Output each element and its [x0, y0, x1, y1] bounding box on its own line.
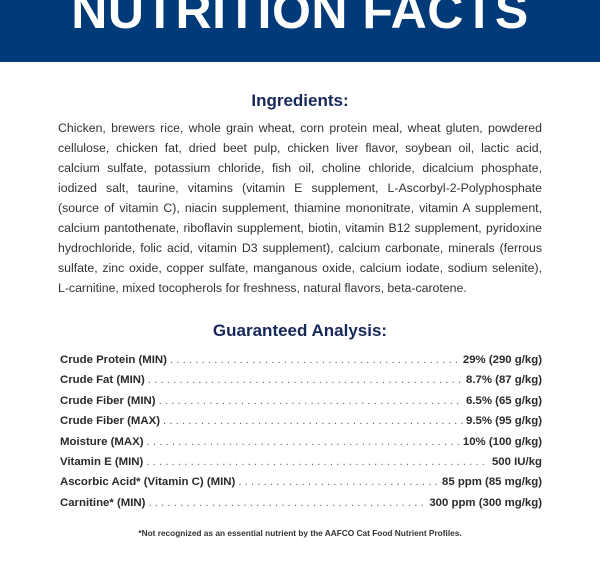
nutrient-label: Moisture (MAX) [60, 435, 144, 448]
nutrient-label: Crude Fiber (MIN) [60, 394, 156, 407]
dot-leader [147, 432, 460, 452]
nutrient-value: 300 ppm (300 mg/kg) [429, 496, 542, 509]
nutrient-label: Carnitine* (MIN) [60, 496, 146, 509]
title-banner: NUTRITION FACTS [0, 0, 600, 62]
analysis-table: Crude Protein (MIN) 29% (290 g/kg) Crude … [60, 350, 542, 513]
nutrient-value: 10% (100 g/kg) [462, 435, 542, 448]
analysis-row: Crude Fiber (MAX) 9.5% (95 g/kg) [60, 411, 542, 431]
dot-leader [148, 493, 426, 513]
analysis-row: Moisture (MAX) 10% (100 g/kg) [60, 432, 542, 452]
analysis-row: Crude Fat (MIN) 8.7% (87 g/kg) [60, 370, 542, 390]
nutrient-label: Crude Fat (MIN) [60, 374, 145, 387]
ingredients-text: Chicken, brewers rice, whole grain wheat… [58, 121, 542, 295]
analysis-row: Crude Fiber (MIN) 6.5% (65 g/kg) [60, 391, 542, 411]
dot-leader [148, 370, 463, 390]
nutrient-label: Crude Protein (MIN) [60, 354, 167, 366]
dot-leader [163, 411, 463, 431]
nutrient-value: 85 ppm (85 mg/kg) [441, 476, 542, 489]
analysis-row: Vitamin E (MIN) 500 IU/kg [60, 452, 542, 472]
nutrient-value: 6.5% (65 g/kg) [466, 394, 542, 407]
nutrient-value: 29% (290 g/kg) [462, 354, 542, 366]
nutrient-label: Vitamin E (MIN) [60, 456, 144, 469]
dot-leader [159, 391, 463, 411]
analysis-row: Crude Protein (MIN) 29% (290 g/kg) [60, 350, 542, 370]
footnote: *Not recognized as an essential nutrient… [138, 528, 462, 539]
dot-leader [146, 452, 489, 472]
nutrient-value: 8.7% (87 g/kg) [466, 374, 542, 387]
nutrient-label: Crude Fiber (MAX) [60, 415, 160, 428]
page-title: NUTRITION FACTS [71, 0, 529, 39]
nutrient-value: 9.5% (95 g/kg) [466, 415, 542, 428]
analysis-row: Ascorbic Acid* (Vitamin C) (MIN) 85 ppm (… [60, 472, 542, 492]
nutrient-value: 500 IU/kg [491, 456, 542, 469]
ingredients-heading: Ingredients: [251, 91, 349, 110]
dot-leader [238, 472, 439, 492]
dot-leader [170, 350, 460, 370]
analysis-heading: Guaranteed Analysis: [212, 321, 388, 340]
nutrient-label: Ascorbic Acid* (Vitamin C) (MIN) [60, 476, 236, 489]
analysis-row: Carnitine* (MIN) 300 ppm (300 mg/kg) [60, 493, 542, 513]
